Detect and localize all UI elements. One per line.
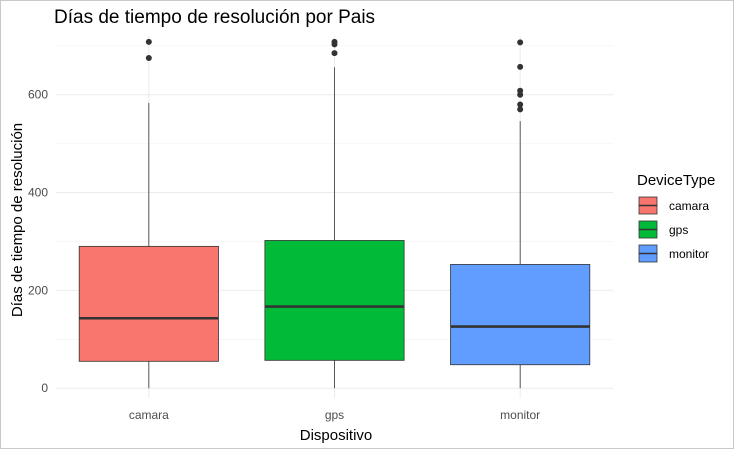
legend-label-camara: camara bbox=[669, 199, 709, 213]
box-iqr bbox=[264, 240, 405, 361]
outlier-point bbox=[331, 38, 338, 45]
x-tick-label: gps bbox=[325, 408, 344, 422]
y-tick-label: 600 bbox=[28, 88, 48, 102]
outlier-point bbox=[517, 63, 524, 70]
x-tick-label: camara bbox=[129, 408, 169, 422]
box-camara bbox=[78, 38, 219, 389]
outlier-point bbox=[517, 101, 524, 108]
outlier-point bbox=[517, 106, 524, 113]
y-axis-title: Días de tiempo de resolución bbox=[9, 123, 26, 317]
x-tick-labels: camara gps monitor bbox=[129, 408, 540, 422]
box-iqr bbox=[450, 264, 591, 366]
box-iqr bbox=[78, 245, 219, 362]
boxes-layer bbox=[78, 38, 591, 389]
legend-label-gps: gps bbox=[669, 223, 688, 237]
y-tick-label: 200 bbox=[28, 283, 48, 297]
box-monitor bbox=[450, 39, 591, 389]
legend: DeviceType camara gps monitor bbox=[637, 172, 715, 263]
outlier-point bbox=[145, 55, 152, 62]
x-axis-title: Dispositivo bbox=[300, 427, 373, 444]
outlier-point bbox=[331, 50, 338, 57]
x-tick-label: monitor bbox=[500, 408, 540, 422]
outlier-point bbox=[517, 39, 524, 46]
y-tick-labels: 0 200 400 600 bbox=[28, 88, 48, 396]
legend-title: DeviceType bbox=[637, 172, 715, 189]
outlier-point bbox=[517, 87, 524, 94]
chart-title: Días de tiempo de resolución por Pais bbox=[54, 7, 375, 28]
box-gps bbox=[264, 38, 405, 389]
y-tick-label: 400 bbox=[28, 186, 48, 200]
outlier-point bbox=[145, 38, 152, 45]
legend-label-monitor: monitor bbox=[669, 247, 709, 261]
y-tick-label: 0 bbox=[41, 381, 48, 395]
